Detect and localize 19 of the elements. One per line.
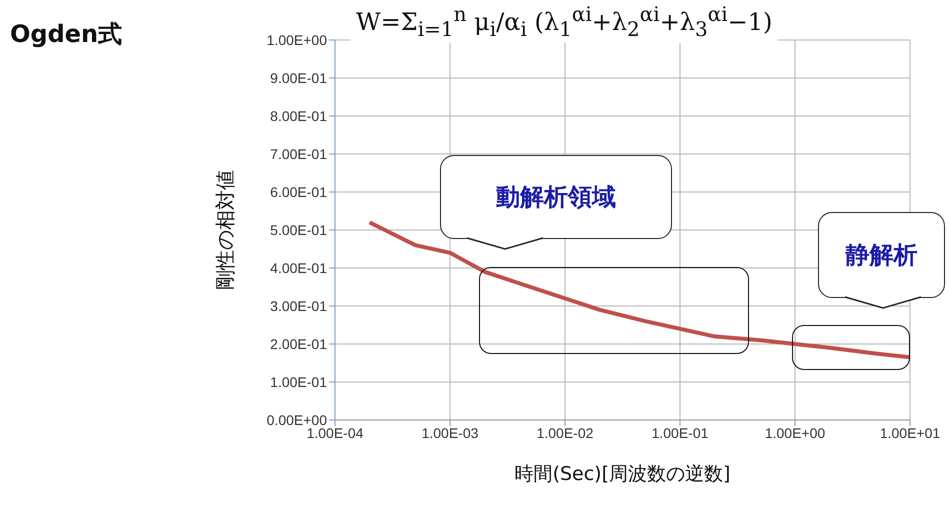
x-tick-label: 1.00E-02 [536,424,594,441]
y-tick-label: 3.00E-01 [270,298,328,314]
y-tick-label: 7.00E-01 [270,146,328,162]
y-tick-label: 9.00E-01 [270,70,328,86]
y-tick-label: 8.00E-01 [270,108,328,124]
x-tick-label: 1.00E-03 [422,424,479,441]
x-axis-title: 時間(Sec)[周波数の逆数] [514,463,730,485]
y-tick-label: 1.00E+00 [266,32,328,48]
y-tick-label: 6.00E-01 [270,184,328,200]
text: W=Σ$_{i=1}$$^{n}$ μ$_{i}$/α$_{i}$ (λ$_{1}$$^{αi}$+λ$_{2}$$^{αi}$+λ$_{3}$$^{αi}$−1) [356,2,772,41]
x-tick-label: 1.00E+00 [764,424,826,441]
y-tick-label: 5.00E-01 [270,222,328,238]
text: Ogden式 [10,19,122,50]
y-tick-label: 2.00E-01 [270,336,328,352]
y-tick-label: 1.00E-01 [270,374,328,390]
x-tick-label: 1.00E+01 [880,424,940,441]
x-tick-label: 1.00E-01 [652,424,709,441]
y-tick-label: 4.00E-01 [270,260,328,276]
y-axis-title: 剛性の相対値 [213,170,238,290]
